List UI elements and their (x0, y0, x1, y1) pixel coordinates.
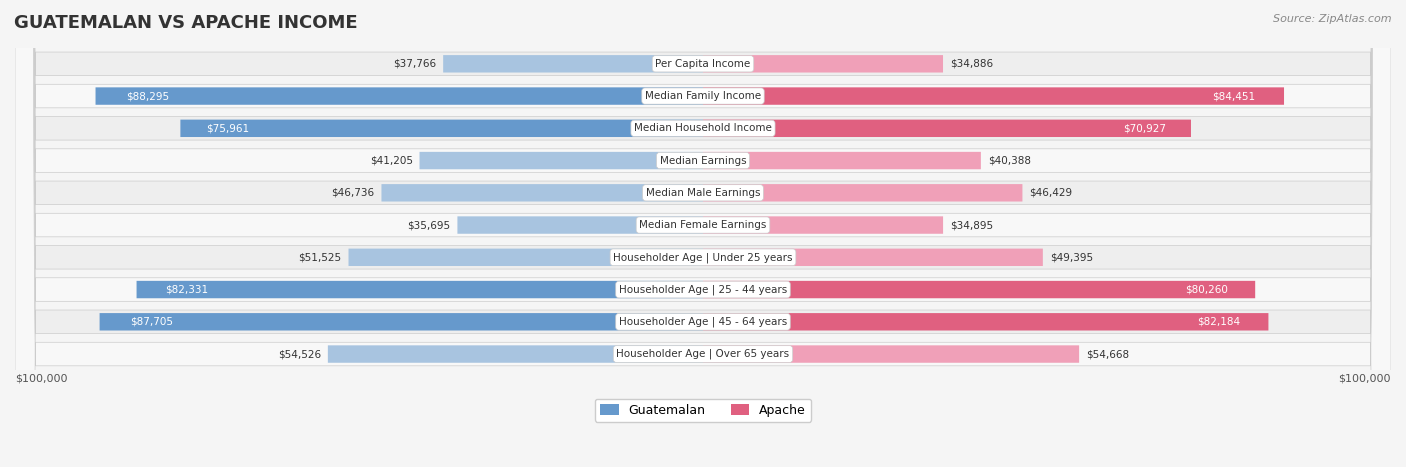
Text: $34,895: $34,895 (950, 220, 993, 230)
Text: $70,927: $70,927 (1123, 123, 1167, 133)
Text: $40,388: $40,388 (988, 156, 1031, 166)
FancyBboxPatch shape (703, 345, 1080, 363)
FancyBboxPatch shape (419, 152, 703, 169)
Text: $41,205: $41,205 (370, 156, 412, 166)
FancyBboxPatch shape (15, 0, 1391, 467)
Text: $35,695: $35,695 (408, 220, 450, 230)
Text: Per Capita Income: Per Capita Income (655, 59, 751, 69)
Text: $87,705: $87,705 (129, 317, 173, 327)
FancyBboxPatch shape (15, 0, 1391, 467)
Text: Source: ZipAtlas.com: Source: ZipAtlas.com (1274, 14, 1392, 24)
FancyBboxPatch shape (443, 55, 703, 72)
FancyBboxPatch shape (703, 216, 943, 234)
Text: Householder Age | Under 25 years: Householder Age | Under 25 years (613, 252, 793, 262)
Text: $75,961: $75,961 (207, 123, 250, 133)
FancyBboxPatch shape (180, 120, 703, 137)
Text: $88,295: $88,295 (127, 91, 169, 101)
Text: Householder Age | 45 - 64 years: Householder Age | 45 - 64 years (619, 317, 787, 327)
Text: $80,260: $80,260 (1185, 284, 1227, 295)
Text: $54,526: $54,526 (278, 349, 321, 359)
Text: Median Household Income: Median Household Income (634, 123, 772, 133)
Text: Householder Age | 25 - 44 years: Householder Age | 25 - 44 years (619, 284, 787, 295)
Text: $51,525: $51,525 (298, 252, 342, 262)
FancyBboxPatch shape (15, 0, 1391, 467)
Text: $46,736: $46,736 (332, 188, 374, 198)
FancyBboxPatch shape (381, 184, 703, 202)
FancyBboxPatch shape (136, 281, 703, 298)
Text: Householder Age | Over 65 years: Householder Age | Over 65 years (616, 349, 790, 359)
FancyBboxPatch shape (703, 313, 1268, 331)
FancyBboxPatch shape (703, 184, 1022, 202)
Text: GUATEMALAN VS APACHE INCOME: GUATEMALAN VS APACHE INCOME (14, 14, 357, 32)
Text: $34,886: $34,886 (950, 59, 993, 69)
FancyBboxPatch shape (15, 0, 1391, 467)
Text: $82,331: $82,331 (165, 284, 208, 295)
Legend: Guatemalan, Apache: Guatemalan, Apache (595, 399, 811, 422)
FancyBboxPatch shape (100, 313, 703, 331)
FancyBboxPatch shape (328, 345, 703, 363)
Text: $82,184: $82,184 (1197, 317, 1240, 327)
FancyBboxPatch shape (15, 0, 1391, 467)
FancyBboxPatch shape (96, 87, 703, 105)
FancyBboxPatch shape (15, 0, 1391, 467)
FancyBboxPatch shape (703, 120, 1191, 137)
Text: Median Earnings: Median Earnings (659, 156, 747, 166)
FancyBboxPatch shape (15, 0, 1391, 467)
FancyBboxPatch shape (15, 0, 1391, 467)
Text: $46,429: $46,429 (1029, 188, 1073, 198)
Text: $54,668: $54,668 (1085, 349, 1129, 359)
FancyBboxPatch shape (457, 216, 703, 234)
Text: $49,395: $49,395 (1050, 252, 1092, 262)
Text: Median Male Earnings: Median Male Earnings (645, 188, 761, 198)
Text: $100,000: $100,000 (15, 374, 67, 383)
FancyBboxPatch shape (15, 0, 1391, 467)
FancyBboxPatch shape (703, 87, 1284, 105)
FancyBboxPatch shape (703, 281, 1256, 298)
FancyBboxPatch shape (349, 248, 703, 266)
FancyBboxPatch shape (703, 55, 943, 72)
FancyBboxPatch shape (15, 0, 1391, 467)
Text: $37,766: $37,766 (394, 59, 436, 69)
Text: Median Female Earnings: Median Female Earnings (640, 220, 766, 230)
Text: Median Family Income: Median Family Income (645, 91, 761, 101)
FancyBboxPatch shape (703, 152, 981, 169)
Text: $84,451: $84,451 (1212, 91, 1256, 101)
Text: $100,000: $100,000 (1339, 374, 1391, 383)
FancyBboxPatch shape (703, 248, 1043, 266)
